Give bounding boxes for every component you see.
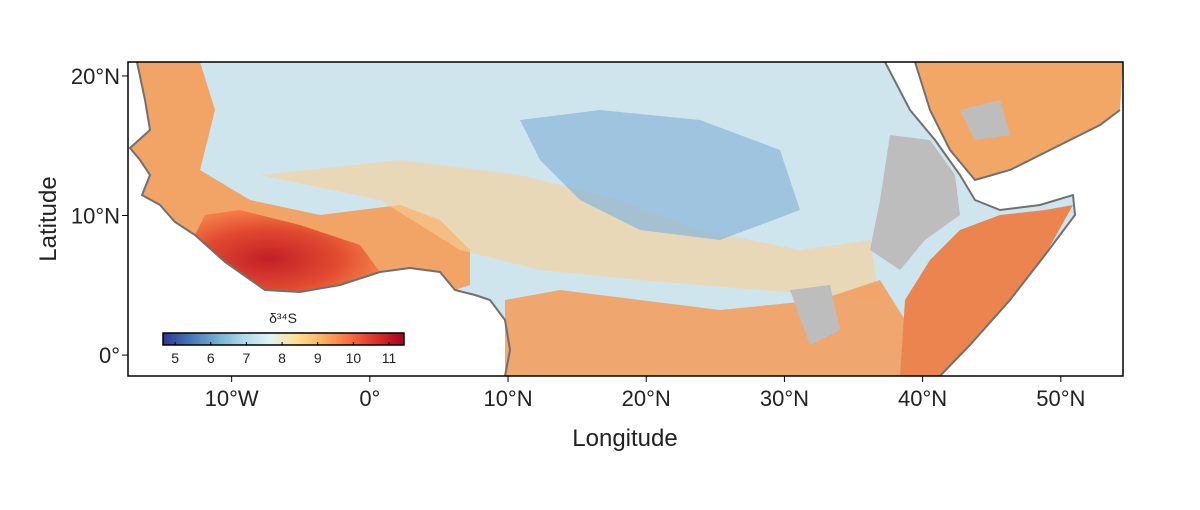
colorbar-tick-label: 9 bbox=[314, 350, 322, 366]
x-tick-label: 0° bbox=[359, 386, 380, 411]
east-africa-high bbox=[900, 205, 1073, 376]
colorbar: δ³⁴S 5 6 7 8 9 10 11 bbox=[162, 310, 405, 366]
colorbar-tick-label: 10 bbox=[346, 350, 362, 366]
y-tick-label: 20°N bbox=[71, 64, 120, 89]
x-tick-label: 40°N bbox=[898, 386, 947, 411]
colorbar-tick-label: 5 bbox=[171, 350, 179, 366]
x-axis-label: Longitude bbox=[572, 425, 677, 452]
colorbar-tick-label: 8 bbox=[278, 350, 286, 366]
central-low bbox=[520, 110, 800, 240]
x-tick-label: 30°N bbox=[760, 386, 809, 411]
coastline bbox=[884, 62, 1077, 376]
sahel-band bbox=[260, 160, 880, 300]
map-land bbox=[128, 62, 1123, 376]
no-data bbox=[790, 285, 840, 345]
colorbar-title: δ³⁴S bbox=[269, 310, 297, 326]
colorbar-tick-label: 11 bbox=[382, 350, 397, 366]
x-tick-label: 50°N bbox=[1036, 386, 1085, 411]
x-tick-label: 20°N bbox=[622, 386, 671, 411]
arabia-land bbox=[915, 62, 1123, 180]
coastline bbox=[914, 62, 1121, 182]
guinea-coast-peak bbox=[195, 210, 380, 292]
colorbar-tick-label: 6 bbox=[207, 350, 215, 366]
x-tick-label: 10°N bbox=[483, 386, 532, 411]
y-axis-label: Latitude bbox=[35, 176, 62, 261]
y-tick-label: 0° bbox=[99, 343, 120, 368]
colorbar-tick-label: 7 bbox=[243, 350, 251, 366]
y-tick-label: 10°N bbox=[71, 204, 120, 229]
x-tick-label: 10°W bbox=[205, 386, 259, 411]
no-data bbox=[870, 135, 960, 270]
coastline bbox=[128, 62, 512, 376]
colorbar-ramp bbox=[162, 332, 405, 346]
no-data bbox=[960, 100, 1010, 140]
panel-frame bbox=[127, 61, 1124, 377]
